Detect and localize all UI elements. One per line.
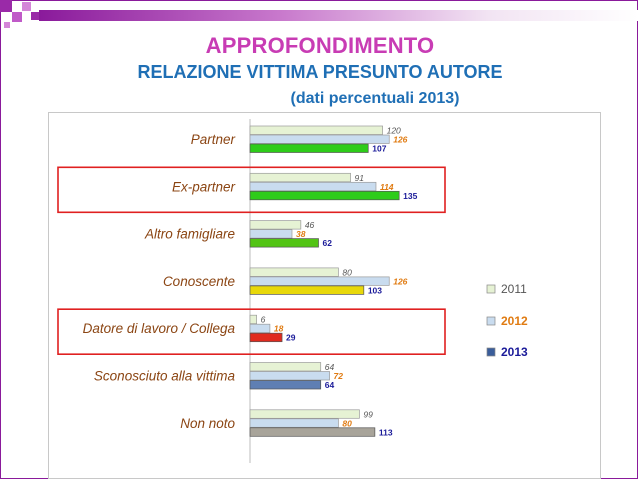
slide-subtitle: RELAZIONE VITTIMA PRESUNTO AUTORE <box>137 62 503 82</box>
slide-subtitle-2: (dati percentuali 2013) <box>290 90 460 107</box>
legend-label-2012: 2012 <box>501 314 528 328</box>
data-label-2011: 64 <box>325 362 335 372</box>
data-label-2012: 126 <box>393 276 407 286</box>
category-label: Datore di lavoro / Collega <box>83 321 236 336</box>
category-label: Sconosciuto alla vittima <box>94 369 236 384</box>
category-label: Conoscente <box>163 274 235 289</box>
category-label: Non noto <box>180 416 235 431</box>
bar-2013 <box>249 143 369 153</box>
data-label-2011: 99 <box>363 409 373 419</box>
highlight-box <box>57 308 446 355</box>
category-label: Altro famigliare <box>144 227 235 242</box>
bar-2013 <box>249 332 283 343</box>
data-label-2013: 113 <box>379 427 393 437</box>
data-label-2013: 107 <box>372 144 386 154</box>
category-label: Partner <box>191 132 236 147</box>
bar-2011 <box>249 362 322 372</box>
data-label-2011: 120 <box>387 126 401 136</box>
data-label-2012: 38 <box>296 229 306 239</box>
data-label-2011: 80 <box>342 267 352 277</box>
bar-2013 <box>249 380 322 390</box>
bar-2012 <box>249 418 339 428</box>
bar-2013 <box>249 238 319 248</box>
bar-2011 <box>249 409 360 419</box>
corner-decoration <box>0 0 640 30</box>
legend-swatch-2011 <box>486 284 496 294</box>
bar-2013 <box>249 427 376 437</box>
bar-2012 <box>249 371 330 381</box>
bar-chart: Partner120126107Ex-partner91114135Altro … <box>57 119 528 463</box>
data-label-2012: 80 <box>342 418 352 428</box>
bar-2012 <box>249 181 377 192</box>
chart-area: Partner 120 126 107 Ex-partner 91 114 135 Altro … <box>48 112 601 479</box>
legend-swatch-2012 <box>486 316 496 326</box>
bar-2012 <box>249 134 390 144</box>
category-label: Ex-partner <box>172 179 236 194</box>
data-label-2013: 103 <box>368 285 382 295</box>
legend-label-2011: 2011 <box>501 282 527 296</box>
bar-2012 <box>249 323 271 334</box>
bar-2011 <box>249 267 339 277</box>
data-label-2012: 126 <box>393 135 407 145</box>
data-label-2013: 135 <box>403 191 417 201</box>
data-label-2011: 6 <box>261 315 266 325</box>
bar-2011 <box>249 220 302 230</box>
data-label-2011: 91 <box>355 173 365 183</box>
legend-label-2013: 2013 <box>501 345 528 359</box>
bar-2011 <box>249 314 257 325</box>
data-label-2012: 114 <box>380 182 394 192</box>
data-label-2012: 18 <box>274 324 284 334</box>
bar-2013 <box>249 190 400 201</box>
bar-2012 <box>249 229 293 239</box>
legend-swatch-2013 <box>486 347 496 357</box>
slide-title: APPROFONDIMENTO <box>205 33 435 58</box>
data-label-2011: 46 <box>305 220 315 230</box>
data-label-2013: 62 <box>323 238 333 248</box>
highlight-box <box>57 166 446 214</box>
data-label-2012: 72 <box>334 371 344 381</box>
bar-2011 <box>249 125 383 135</box>
bar-2013 <box>249 285 365 295</box>
bar-2011 <box>249 172 351 183</box>
bar-2012 <box>249 276 390 286</box>
data-label-2013: 64 <box>325 380 335 390</box>
data-label-2013: 29 <box>286 333 296 343</box>
